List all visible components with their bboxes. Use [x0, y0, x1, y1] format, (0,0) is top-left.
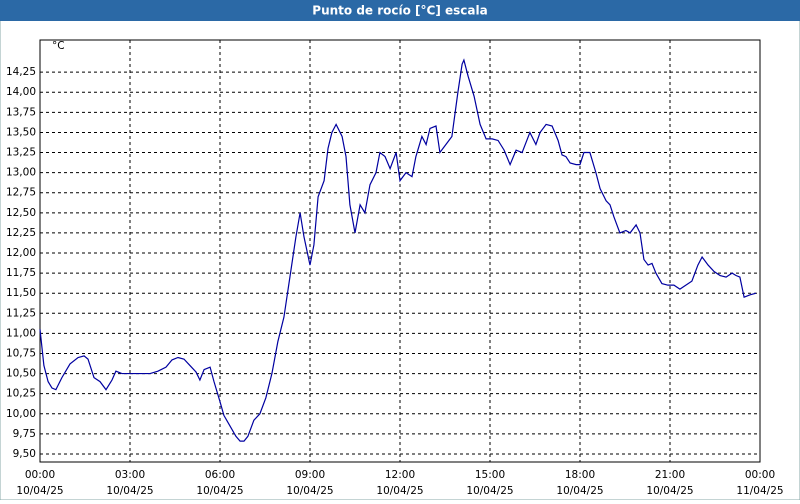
x-tick-date: 10/04/25	[196, 485, 243, 497]
x-tick-label: 03:00	[115, 469, 145, 481]
data-line	[39, 58, 757, 442]
x-tick-date: 10/04/25	[16, 485, 63, 497]
y-tick-label: 11,50	[6, 287, 36, 299]
y-tick-label: 14,00	[6, 86, 36, 98]
y-tick-label: 9,75	[13, 428, 36, 440]
y-tick-label: 13,00	[6, 167, 36, 179]
y-tick-label: 13,25	[6, 147, 36, 159]
y-tick-label: 12,25	[6, 227, 36, 239]
y-tick-label: 10,25	[6, 388, 36, 400]
x-tick-date: 10/04/25	[376, 485, 423, 497]
x-tick-date: 10/04/25	[286, 485, 333, 497]
y-tick-label: 10,50	[6, 368, 36, 380]
x-tick-label: 15:00	[475, 469, 505, 481]
x-tick-date: 10/04/25	[466, 485, 513, 497]
x-tick-label: 00:00	[745, 469, 775, 481]
y-tick-label: 12,00	[6, 247, 36, 259]
y-tick-label: 10,00	[6, 408, 36, 420]
y-tick-label: 11,00	[6, 327, 36, 339]
x-tick-label: 00:00	[25, 469, 55, 481]
x-tick-label: 09:00	[295, 469, 325, 481]
y-tick-label: 9,50	[13, 448, 36, 460]
y-tick-label: 11,25	[6, 307, 36, 319]
x-tick-date: 10/04/25	[646, 485, 693, 497]
title-bar	[0, 0, 800, 21]
x-tick-label: 18:00	[565, 469, 595, 481]
y-tick-label: 12,75	[6, 187, 36, 199]
y-tick-label: 14,25	[6, 66, 36, 78]
y-tick-label: 10,75	[6, 347, 36, 359]
x-tick-label: 21:00	[655, 469, 685, 481]
chart-title: Punto de rocío [°C] escala	[312, 4, 487, 18]
y-tick-label: 11,75	[6, 267, 36, 279]
x-tick-label: 12:00	[385, 469, 415, 481]
plot-frame	[39, 39, 761, 463]
y-tick-label: 13,50	[6, 126, 36, 138]
y-tick-label: 12,50	[6, 207, 36, 219]
y-unit: °C	[52, 40, 65, 52]
x-tick-label: 06:00	[205, 469, 235, 481]
x-tick-date: 10/04/25	[556, 485, 603, 497]
x-tick-date: 11/04/25	[736, 485, 783, 497]
y-tick-label: 13,75	[6, 106, 36, 118]
x-tick-date: 10/04/25	[106, 485, 153, 497]
